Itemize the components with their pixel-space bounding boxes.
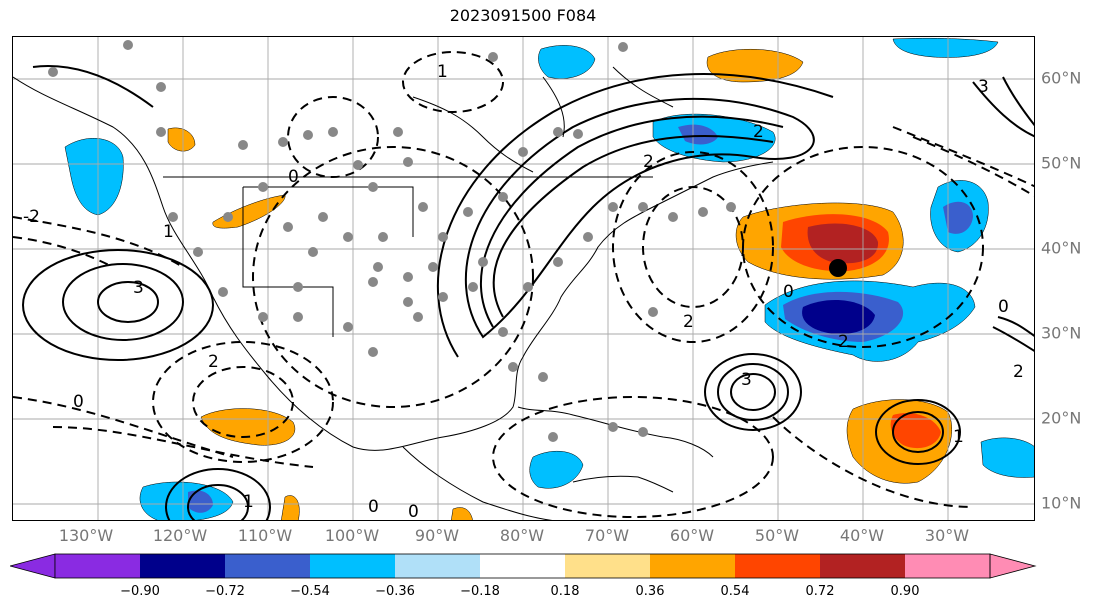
shaded-anomalies [64, 37, 1034, 520]
lon-label: 80°W [499, 526, 545, 545]
map-svg: 3 3 1 2 2 0 2 0 0 0 2 2 1 -2 1 1 0 0 3 2 [13, 37, 1034, 521]
anomaly-neg-far-east [980, 437, 1034, 478]
lon-label: 110°W [237, 526, 293, 545]
lat-label: 30°N [1041, 323, 1082, 343]
anomaly-neg-pacific-south [139, 481, 234, 520]
lon-label: 30°W [924, 526, 970, 545]
anomaly-pos-core-red [807, 223, 879, 264]
colorbar-segment [735, 554, 820, 578]
lat-label: 40°N [1041, 238, 1082, 258]
contour-label: 3 [978, 77, 989, 97]
colorbar-tick-label: 0.18 [550, 584, 580, 599]
colorbar-tick-label: −0.72 [205, 584, 245, 599]
contour-label: -2 [23, 207, 40, 227]
contour-label: 1 [953, 427, 964, 447]
contour-label: 0 [368, 497, 379, 517]
lon-label: 120°W [152, 526, 208, 545]
contours-dashed [13, 51, 1034, 518]
contour-label: 1 [437, 62, 448, 82]
lon-label: 100°W [324, 526, 380, 545]
anomaly-pos-small-east [451, 507, 473, 520]
anomaly-neg-hudson [538, 45, 596, 79]
anomaly-neg-pacific-south-core [188, 490, 213, 513]
contour-label: 0 [408, 502, 419, 521]
anomaly-neg-greenland [892, 37, 999, 58]
contour-label: 2 [643, 152, 654, 172]
colorbar-segment [140, 554, 225, 578]
contour-label: 0 [783, 282, 794, 302]
anomaly-pos-small-south [281, 495, 300, 520]
contours-solid [22, 65, 1034, 520]
contour-label: 3 [133, 278, 144, 298]
colorbar-segment [395, 554, 480, 578]
colorbar-tick-label: 0.90 [890, 584, 920, 599]
anomaly-pos-tropical-core [890, 412, 941, 449]
lon-label: 50°W [754, 526, 800, 545]
contour-label: 0 [998, 297, 1009, 317]
contour-label: 3 [741, 370, 752, 390]
colorbar-segment [310, 554, 395, 578]
anomaly-neg-labrador-core [678, 124, 718, 145]
coastlines [13, 66, 774, 520]
colorbar-segment [55, 554, 140, 578]
colorbar-tick-label: −0.90 [120, 584, 160, 599]
contour-label: 2 [1013, 362, 1024, 382]
colorbar-segment [565, 554, 650, 578]
anomaly-pos-bc [167, 127, 196, 152]
anomaly-pos-mexico-pacific [200, 408, 296, 446]
map-panel: 3 3 1 2 2 0 2 0 0 0 2 2 1 -2 1 1 0 0 3 2 [12, 36, 1035, 521]
colorbar-segment [480, 554, 565, 578]
map-title: 2023091500 F084 [449, 6, 597, 25]
lat-label: 60°N [1041, 68, 1082, 88]
colorbar-tick-label: −0.54 [290, 584, 330, 599]
lon-label: 130°W [58, 526, 114, 545]
contour-label: 2 [753, 122, 764, 142]
contour-label: 0 [73, 392, 84, 412]
contour-label: 0 [288, 167, 299, 187]
lat-label: 50°N [1041, 153, 1082, 173]
colorbar-tick-label: 0.36 [635, 584, 665, 599]
colorbar-segment [820, 554, 905, 578]
lat-label: 10°N [1041, 493, 1082, 513]
anomaly-neg-core-navy [802, 300, 875, 335]
colorbar-segment [225, 554, 310, 578]
colorbar-extend-high [989, 553, 1037, 579]
anomaly-pos-north [706, 48, 804, 83]
lon-label: 90°W [414, 526, 460, 545]
colorbar-segment [650, 554, 735, 578]
graticule [13, 37, 1034, 520]
contour-label: 2 [683, 312, 694, 332]
anomaly-pos-rockies [212, 194, 286, 229]
colorbar-tick-label: 0.54 [720, 584, 750, 599]
storm-center-marker [829, 259, 847, 277]
lat-label: 20°N [1041, 408, 1082, 428]
anomaly-neg-northeast-core [943, 201, 973, 234]
lon-label: 70°W [584, 526, 630, 545]
contour-label: 2 [838, 332, 849, 352]
colorbar-tick-label: 0.72 [805, 584, 835, 599]
contour-label: 1 [243, 492, 254, 512]
contour-label: 1 [163, 222, 174, 242]
anomaly-neg-caribbean [529, 450, 584, 489]
colorbar-tick-label: −0.36 [375, 584, 415, 599]
colorbar-tick-label: −0.18 [460, 584, 500, 599]
colorbar [10, 553, 1037, 579]
station-dots [48, 40, 736, 442]
colorbar-extend-low [10, 553, 56, 579]
lon-label: 60°W [669, 526, 715, 545]
lon-label: 40°W [839, 526, 885, 545]
contour-labels: 3 3 1 2 2 0 2 0 0 0 2 2 1 -2 1 1 0 0 3 2 [23, 62, 1024, 521]
contour-label: 2 [208, 352, 219, 372]
anomaly-neg-gulf-alaska [64, 138, 124, 216]
colorbar-segment [905, 554, 990, 578]
